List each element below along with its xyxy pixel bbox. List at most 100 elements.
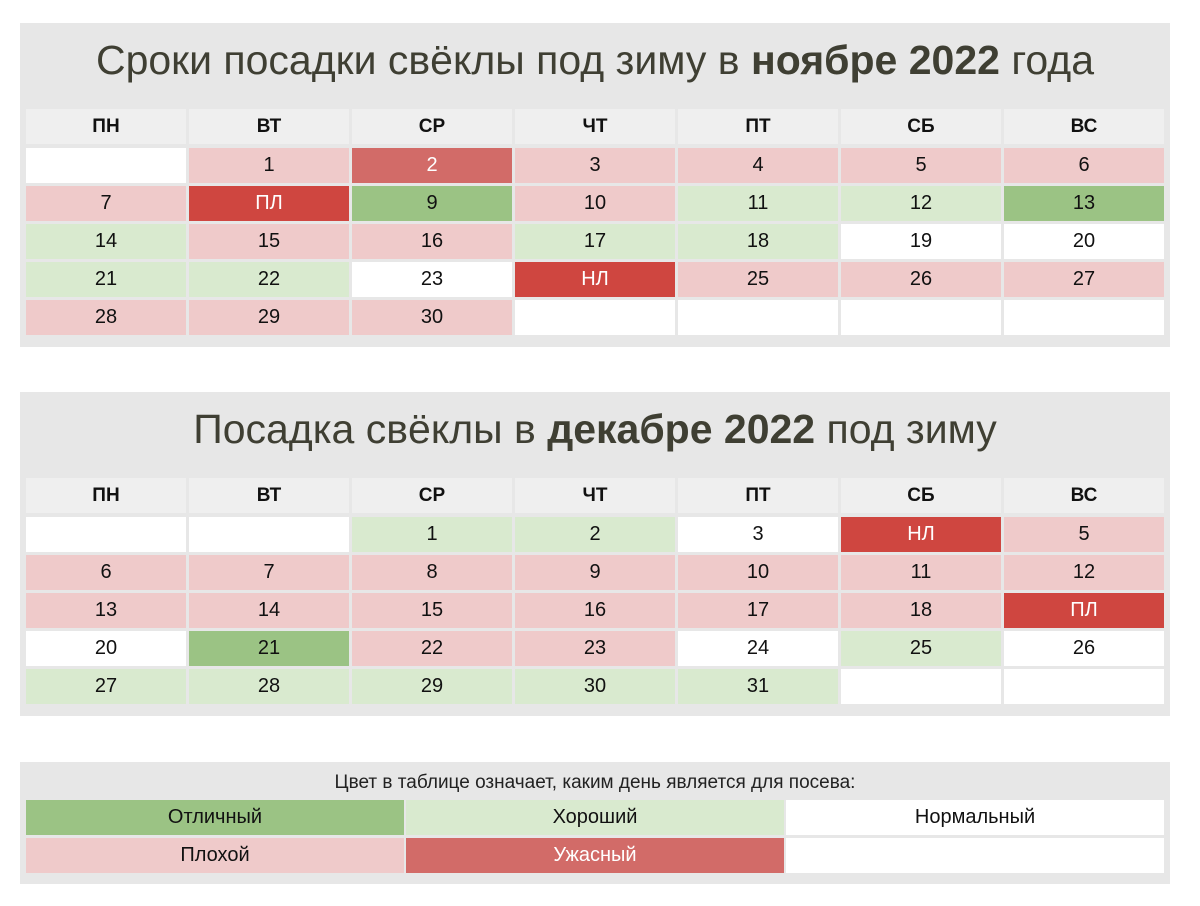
day-cell: 26 bbox=[1004, 631, 1164, 666]
day-cell: 17 bbox=[678, 593, 838, 628]
weekday-header-cell: ПН bbox=[26, 109, 186, 144]
day-cell: 9 bbox=[515, 555, 675, 590]
day-cell: 1 bbox=[352, 517, 512, 552]
weekday-header-cell: ВТ bbox=[189, 478, 349, 513]
day-cell: 25 bbox=[678, 262, 838, 297]
day-cell: 16 bbox=[352, 224, 512, 259]
december-weekday-header: ПН ВТ СР ЧТ ПТ СБ ВС bbox=[26, 478, 1164, 513]
weekday-header-cell: ЧТ bbox=[515, 478, 675, 513]
weekday-header-cell: ПТ bbox=[678, 109, 838, 144]
day-cell: НЛ bbox=[515, 262, 675, 297]
day-cell: 7 bbox=[189, 555, 349, 590]
day-cell: ПЛ bbox=[189, 186, 349, 221]
day-cell: ПЛ bbox=[1004, 593, 1164, 628]
day-cell: 2 bbox=[515, 517, 675, 552]
day-cell: 18 bbox=[841, 593, 1001, 628]
november-title-post: года bbox=[999, 37, 1095, 83]
weekday-header-cell: СР bbox=[352, 478, 512, 513]
empty-day-cell bbox=[26, 148, 186, 183]
day-cell: 3 bbox=[678, 517, 838, 552]
weekday-header-cell: ВС bbox=[1004, 478, 1164, 513]
weekday-header-cell: ПН bbox=[26, 478, 186, 513]
day-cell: 14 bbox=[189, 593, 349, 628]
legend-item-bad: Плохой bbox=[26, 838, 404, 873]
empty-day-cell bbox=[515, 300, 675, 335]
november-days-grid: 1 2 3 4 5 6 7 ПЛ 9 10 11 12 13 14 15 16 17 18 19 20 21 22 23 НЛ… bbox=[26, 148, 1164, 335]
day-cell: 22 bbox=[352, 631, 512, 666]
legend-grid: Отличный Хороший Нормальный Плохой Ужасный bbox=[26, 800, 1164, 873]
december-title-bold: декабре 2022 bbox=[547, 406, 816, 452]
weekday-header-cell: ВТ bbox=[189, 109, 349, 144]
weekday-header-cell: СБ bbox=[841, 109, 1001, 144]
legend-empty-cell bbox=[786, 838, 1164, 873]
day-cell: 20 bbox=[1004, 224, 1164, 259]
empty-day-cell bbox=[189, 517, 349, 552]
legend-item-excellent: Отличный bbox=[26, 800, 404, 835]
day-cell: 15 bbox=[352, 593, 512, 628]
day-cell: 4 bbox=[678, 148, 838, 183]
weekday-header-cell: ПТ bbox=[678, 478, 838, 513]
empty-day-cell bbox=[26, 517, 186, 552]
empty-day-cell bbox=[841, 300, 1001, 335]
day-cell: 29 bbox=[352, 669, 512, 704]
day-cell: 20 bbox=[26, 631, 186, 666]
day-cell: 1 bbox=[189, 148, 349, 183]
day-cell: 12 bbox=[841, 186, 1001, 221]
day-cell: 25 bbox=[841, 631, 1001, 666]
weekday-header-cell: СБ bbox=[841, 478, 1001, 513]
november-weekday-header: ПН ВТ СР ЧТ ПТ СБ ВС bbox=[26, 109, 1164, 144]
day-cell: 16 bbox=[515, 593, 675, 628]
day-cell: 30 bbox=[515, 669, 675, 704]
day-cell: 14 bbox=[26, 224, 186, 259]
day-cell: 10 bbox=[678, 555, 838, 590]
legend-item-normal: Нормальный bbox=[786, 800, 1164, 835]
day-cell: 13 bbox=[1004, 186, 1164, 221]
empty-day-cell bbox=[1004, 300, 1164, 335]
day-cell: 12 bbox=[1004, 555, 1164, 590]
day-cell: 10 bbox=[515, 186, 675, 221]
empty-day-cell bbox=[841, 669, 1001, 704]
day-cell: 6 bbox=[26, 555, 186, 590]
day-cell: 7 bbox=[26, 186, 186, 221]
day-cell: 21 bbox=[26, 262, 186, 297]
day-cell: 5 bbox=[1004, 517, 1164, 552]
weekday-header-cell: ВС bbox=[1004, 109, 1164, 144]
color-legend: Цвет в таблице означает, каким день явля… bbox=[20, 762, 1170, 884]
november-calendar: Сроки посадки свёклы под зиму в ноябре 2… bbox=[20, 23, 1170, 347]
weekday-header-cell: СР bbox=[352, 109, 512, 144]
day-cell: 6 bbox=[1004, 148, 1164, 183]
day-cell: 28 bbox=[189, 669, 349, 704]
day-cell: 23 bbox=[515, 631, 675, 666]
december-title: Посадка свёклы в декабре 2022 под зиму bbox=[20, 392, 1170, 450]
day-cell: 29 bbox=[189, 300, 349, 335]
weekday-header-cell: ЧТ bbox=[515, 109, 675, 144]
day-cell: 2 bbox=[352, 148, 512, 183]
december-calendar: Посадка свёклы в декабре 2022 под зиму П… bbox=[20, 392, 1170, 716]
day-cell: 3 bbox=[515, 148, 675, 183]
day-cell: 9 bbox=[352, 186, 512, 221]
day-cell: 13 bbox=[26, 593, 186, 628]
day-cell: 31 bbox=[678, 669, 838, 704]
day-cell: 28 bbox=[26, 300, 186, 335]
day-cell: 15 bbox=[189, 224, 349, 259]
legend-title: Цвет в таблице означает, каким день явля… bbox=[334, 772, 856, 793]
november-title: Сроки посадки свёклы под зиму в ноябре 2… bbox=[20, 23, 1170, 81]
day-cell: 30 bbox=[352, 300, 512, 335]
day-cell: 24 bbox=[678, 631, 838, 666]
november-title-bold: ноябре 2022 bbox=[750, 37, 1000, 83]
december-days-grid: 1 2 3 НЛ 5 6 7 8 9 10 11 12 13 14 15 16 17 18 ПЛ 20 21 22 23 24… bbox=[26, 517, 1164, 704]
legend-item-good: Хороший bbox=[406, 800, 784, 835]
december-title-post: под зиму bbox=[815, 406, 997, 452]
day-cell: 27 bbox=[26, 669, 186, 704]
day-cell: 11 bbox=[841, 555, 1001, 590]
day-cell: 21 bbox=[189, 631, 349, 666]
empty-day-cell bbox=[678, 300, 838, 335]
day-cell: 5 bbox=[841, 148, 1001, 183]
day-cell: 11 bbox=[678, 186, 838, 221]
day-cell: 18 bbox=[678, 224, 838, 259]
day-cell: НЛ bbox=[841, 517, 1001, 552]
day-cell: 19 bbox=[841, 224, 1001, 259]
legend-item-terrible: Ужасный bbox=[406, 838, 784, 873]
day-cell: 23 bbox=[352, 262, 512, 297]
day-cell: 22 bbox=[189, 262, 349, 297]
